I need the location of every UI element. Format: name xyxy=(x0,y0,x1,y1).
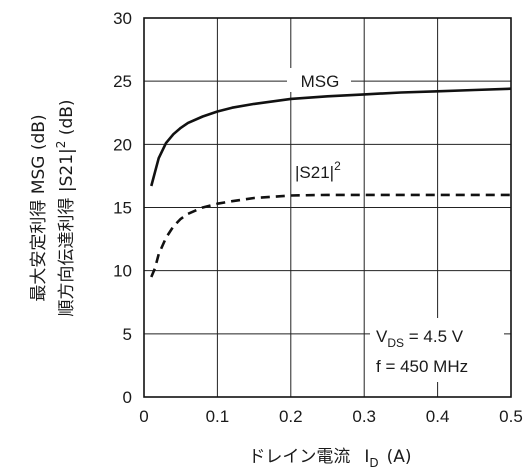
x-tick-label: 0.5 xyxy=(499,407,523,426)
y-axis-label-msg: 最大安定利得 MSG (dB) xyxy=(29,114,49,301)
y-tick-label: 30 xyxy=(113,9,132,28)
y-tick-labels: 0 5 10 15 20 25 30 xyxy=(113,9,132,407)
x-tick-label: 0.3 xyxy=(352,407,376,426)
x-tick-labels: 0 0.1 0.2 0.3 0.4 0.5 xyxy=(139,407,523,426)
x-tick-label: 0.1 xyxy=(206,407,230,426)
conditions-box xyxy=(370,318,504,382)
y-tick-label: 20 xyxy=(113,135,132,154)
y-tick-label: 25 xyxy=(113,72,132,91)
msg-label-bg xyxy=(287,68,351,92)
y-tick-label: 5 xyxy=(123,325,132,344)
series-line-msg xyxy=(150,87,512,187)
y-tick-label: 0 xyxy=(123,388,132,407)
series-lines xyxy=(150,87,512,278)
condition-vds: VDS = 4.5 V xyxy=(376,327,464,350)
y-tick-label: 10 xyxy=(113,262,132,281)
series-label-s21: |S21|2 xyxy=(295,159,341,182)
series-label-msg: MSG xyxy=(301,72,340,91)
x-axis-label: ドレイン電流 ID (A) xyxy=(248,447,411,470)
condition-frequency: f = 450 MHz xyxy=(376,357,468,376)
plot-frame xyxy=(143,17,512,398)
y-axis-label-s21: 順方向伝達利得 |S21|2 (dB) xyxy=(54,99,77,316)
x-tick-label: 0.2 xyxy=(279,407,303,426)
x-tick-label: 0.4 xyxy=(426,407,450,426)
y-tick-label: 15 xyxy=(113,199,132,218)
series-line-s21 xyxy=(150,193,511,278)
x-tick-label: 0 xyxy=(139,407,148,426)
